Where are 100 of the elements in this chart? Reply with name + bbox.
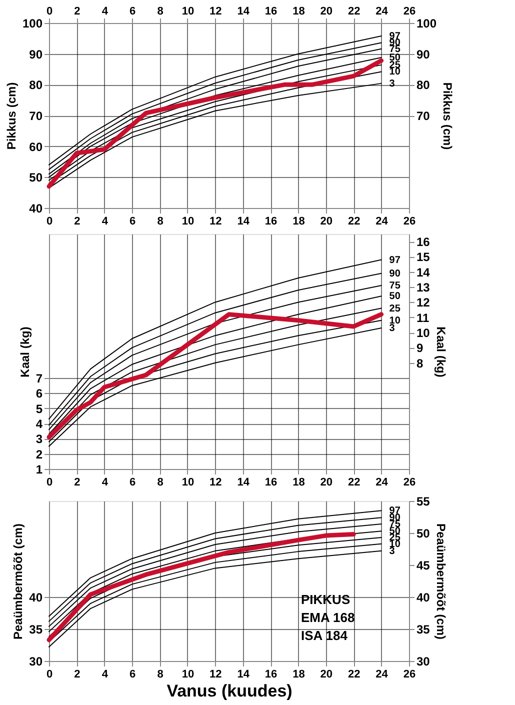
x-tick-label: 20: [320, 6, 333, 18]
y2-tick-label: 16: [416, 235, 430, 250]
annotation: EMA 168: [301, 610, 355, 626]
y2-tick-label: 90: [416, 47, 430, 62]
y-tick-label: 6: [36, 386, 43, 401]
x-tick-label: 10: [182, 476, 194, 488]
y-tick-label: 1: [36, 462, 43, 476]
x2-tick-label: 24: [376, 216, 389, 228]
series-label: 75: [389, 280, 401, 292]
y-tick-label: 30: [29, 654, 43, 668]
y-tick-label: 80: [29, 78, 43, 92]
y2-tick-label: 9: [416, 341, 424, 356]
x-tick-label: 12: [210, 6, 222, 18]
x-tick-label: 14: [237, 6, 250, 18]
series-label: 50: [389, 291, 401, 302]
y-tick-label: 35: [29, 622, 43, 636]
series-label: 25: [389, 303, 401, 314]
y2-tick-label: 50: [416, 526, 430, 540]
x2-tick-label: 0: [46, 216, 53, 228]
x-tick-label: 14: [237, 668, 250, 680]
y-tick-label: 60: [29, 140, 43, 154]
series-label: 97: [389, 254, 401, 266]
x-tick-label: 0: [46, 6, 53, 18]
y2-tick-label: 10: [416, 326, 430, 340]
x-tick-label: 2: [74, 476, 80, 488]
y-axis-title: Peaümbermõõt (cm): [11, 523, 26, 640]
y2-tick-label: 30: [416, 654, 430, 668]
y2-tick-label: 40: [416, 590, 430, 604]
y2-tick-label: 14: [416, 265, 430, 280]
x-tick-label: 4: [102, 668, 109, 680]
y2-tick-label: 80: [416, 78, 430, 92]
x-tick-label: 26: [403, 6, 416, 18]
y2-tick-label: 15: [416, 250, 430, 264]
x-tick-label: 26: [403, 668, 416, 680]
x-tick-label: 6: [130, 476, 136, 488]
annotation: PIKKUS: [301, 592, 350, 608]
x2-tick-label: 26: [403, 216, 416, 228]
y2-axis-title: Peaümbermõõt (cm): [434, 523, 448, 640]
x-tick-label: 22: [348, 6, 360, 18]
x-tick-label: 24: [376, 6, 389, 18]
y2-tick-label: 70: [416, 109, 430, 123]
y-tick-label: 50: [29, 170, 43, 185]
y-tick-label: 3: [36, 432, 43, 446]
x2-tick-label: 10: [182, 216, 194, 228]
y2-tick-label: 11: [416, 310, 430, 325]
x-tick-label: 18: [292, 476, 305, 488]
x-tick-label: 8: [157, 476, 164, 488]
x-tick-label: 22: [348, 668, 360, 680]
y2-tick-label: 55: [416, 494, 430, 508]
x-axis-title: Vanus (kuudes): [166, 682, 292, 700]
x-tick-label: 4: [102, 476, 109, 488]
x-tick-label: 24: [376, 668, 389, 680]
y-tick-label: 4: [36, 417, 43, 432]
y-tick-label: 40: [29, 590, 43, 604]
x-tick-label: 2: [74, 668, 80, 680]
series-label: 3: [389, 78, 396, 90]
x2-tick-label: 22: [348, 216, 360, 228]
y2-tick-label: 8: [416, 356, 424, 370]
y-tick-label: 70: [29, 109, 43, 123]
x2-tick-label: 2: [74, 216, 80, 228]
x2-tick-label: 14: [237, 216, 250, 228]
x-tick-label: 12: [210, 668, 222, 680]
series-label: 90: [389, 268, 401, 280]
y2-tick-label: 45: [416, 558, 430, 572]
x-tick-label: 20: [320, 668, 333, 680]
x-tick-label: 16: [264, 476, 278, 488]
series-label: 3: [389, 546, 396, 557]
x-tick-label: 0: [46, 476, 53, 488]
y2-tick-label: 100: [416, 16, 437, 30]
x-tick-label: 0: [46, 668, 53, 680]
x-tick-label: 4: [102, 6, 109, 18]
series-label: 75: [389, 44, 401, 55]
y-tick-label: 100: [22, 16, 43, 30]
x-tick-label: 12: [210, 476, 222, 488]
y2-tick-label: 12: [416, 296, 430, 310]
x-tick-label: 8: [157, 668, 164, 680]
annotation: ISA 184: [301, 628, 348, 644]
x2-tick-label: 8: [157, 216, 164, 228]
x-tick-label: 6: [130, 6, 136, 18]
y-tick-label: 7: [36, 372, 43, 386]
x-tick-label: 2: [74, 6, 80, 18]
x2-tick-label: 12: [210, 216, 222, 228]
x2-tick-label: 20: [320, 216, 333, 228]
x-tick-label: 22: [348, 476, 360, 488]
y-tick-label: 2: [36, 447, 43, 462]
x2-tick-label: 16: [264, 216, 278, 228]
x2-tick-label: 4: [102, 216, 109, 228]
x2-tick-label: 18: [292, 216, 305, 228]
y2-axis-title: Pikkus (cm): [440, 82, 455, 150]
x-tick-label: 10: [182, 6, 194, 18]
x-tick-label: 16: [264, 668, 278, 680]
x-tick-label: 18: [292, 668, 305, 680]
y-tick-label: 5: [36, 402, 43, 416]
x-tick-label: 26: [403, 476, 416, 488]
y-axis-title: Kaal (kg): [18, 326, 32, 378]
y2-tick-label: 35: [416, 622, 430, 636]
y-axis-title: Pikkus (cm): [4, 82, 18, 150]
x-tick-label: 16: [264, 6, 278, 18]
y-tick-label: 40: [29, 202, 43, 216]
x-tick-label: 14: [237, 476, 250, 488]
